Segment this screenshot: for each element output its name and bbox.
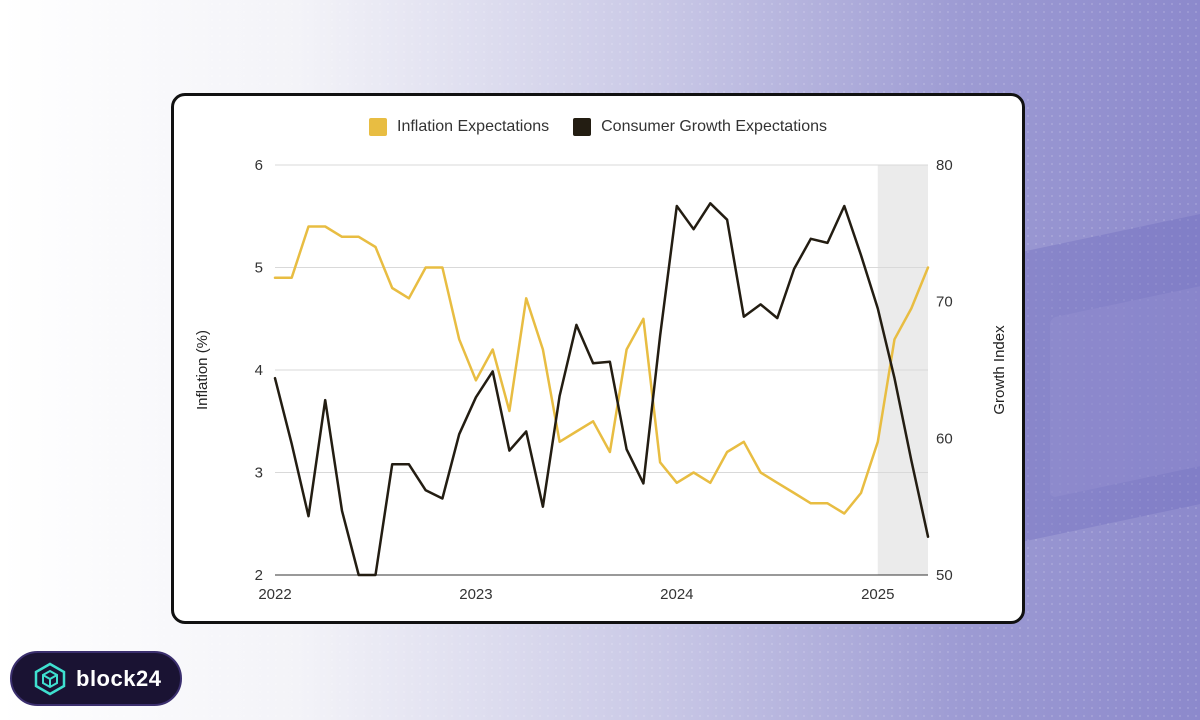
line-chart: 2 3 4 5 6 50 60 70 80 2022 2023 2024 2025 Inflation (… [194,157,1008,603]
legend-swatch-growth [573,118,592,136]
legend-item-inflation: Inflation Expectations [369,118,549,136]
y-right-axis-label: Growth Index [991,325,1008,415]
y-left-tick-label: 3 [255,465,263,482]
y-left-tick-label: 2 [255,567,263,584]
y-left-tick-label: 4 [255,362,263,379]
x-tick-label: 2024 [660,586,693,603]
series-line-growth [273,202,930,577]
y-right-tick-label: 80 [936,157,953,174]
background-shape-inner [1050,281,1200,499]
y-right-tick-label: 50 [936,567,953,584]
legend-label-growth: Consumer Growth Expectations [601,118,827,135]
legend-item-growth: Consumer Growth Expectations [573,118,827,136]
y-left-axis-label: Inflation (%) [194,330,211,410]
y-left-tick-label: 5 [255,260,263,277]
cube-icon [34,662,66,695]
y-left-tick-label: 6 [255,157,263,174]
x-tick-label: 2023 [459,586,492,603]
brand-name: block24 [76,665,162,691]
x-tick-label: 2022 [258,586,291,603]
y-right-tick-label: 70 [936,294,953,311]
chart-legend: Inflation Expectations Consumer Growth E… [174,118,1022,136]
legend-swatch-inflation [369,118,388,136]
y-right-tick-label: 60 [936,430,953,447]
brand-logo: block24 [10,651,182,706]
legend-label-inflation: Inflation Expectations [397,118,550,135]
series-line-inflation [273,225,930,515]
x-tick-label: 2025 [861,586,894,603]
chart-card: Inflation Expectations Consumer Growth E… [171,93,1025,624]
